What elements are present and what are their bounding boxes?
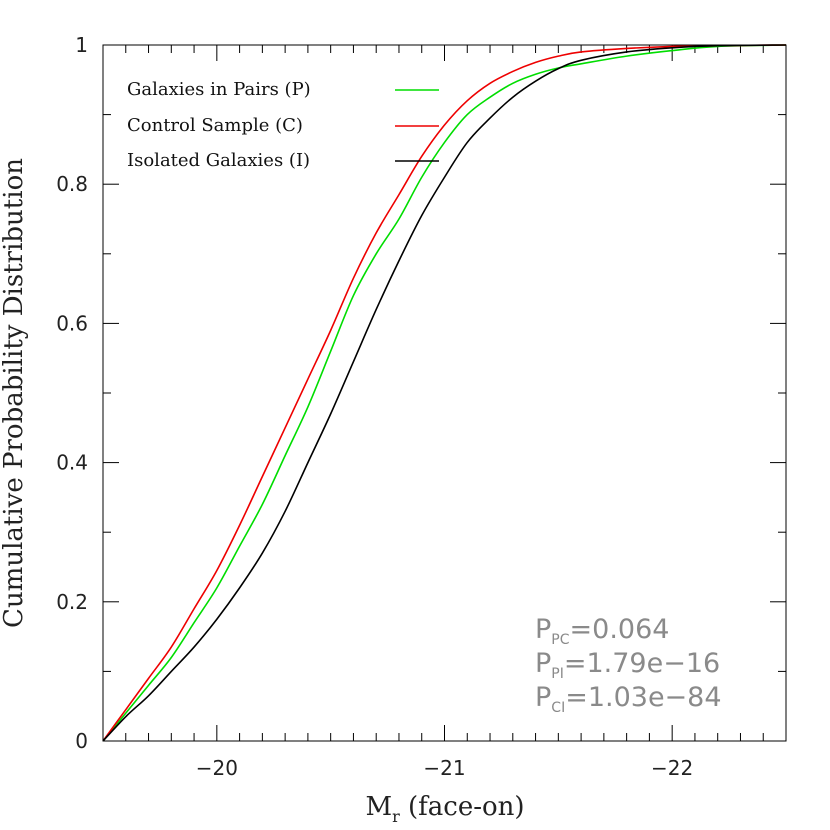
series-layer (102, 44, 787, 742)
y-tick-label: 0.6 (56, 311, 88, 335)
y-tick-label: 0.8 (56, 172, 88, 196)
plot-frame (102, 44, 787, 742)
ks-probability-label: PCI=1.03e−84 (535, 682, 722, 716)
series-line-2 (102, 44, 787, 742)
series-line-0 (102, 44, 787, 742)
legend-label: Control Sample (C) (127, 115, 303, 136)
y-tick-label: 0.4 (56, 451, 88, 475)
x-tick-label: −22 (651, 756, 693, 780)
legend-label: Galaxies in Pairs (P) (127, 79, 311, 100)
x-axis-label: Mr (face-on) (365, 792, 524, 826)
axis-tick-labels: −20 −21 −22 0 0.2 0.4 0.6 0.8 1 (56, 33, 693, 780)
y-tick-label: 1 (75, 33, 88, 57)
y-axis-label: Cumulative Probability Distribution (0, 158, 29, 628)
x-tick-label: −21 (423, 756, 465, 780)
legend-label: Isolated Galaxies (I) (127, 150, 310, 171)
series-line-1 (102, 44, 787, 742)
y-tick-label: 0 (75, 729, 88, 753)
legend: Galaxies in Pairs (P) Control Sample (C) I… (127, 79, 439, 171)
y-tick-label: 0.2 (56, 590, 88, 614)
x-tick-label: −20 (196, 756, 238, 780)
ks-probability-label: PPI=1.79e−16 (535, 648, 720, 682)
ks-probability-label: PPC=0.064 (535, 614, 669, 648)
